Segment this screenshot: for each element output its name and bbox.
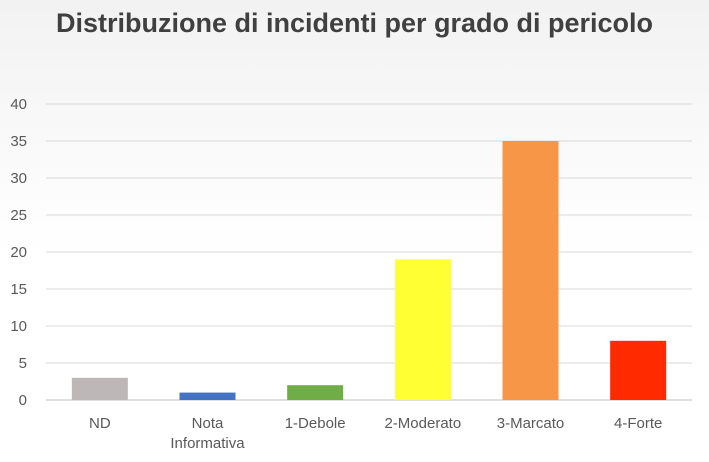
bar-nota-informativa <box>179 392 236 400</box>
x-axis-tick-labels: ND Nota Informativa 1-Debole 2-Moderato 3-Mar… <box>89 415 662 452</box>
y-tick-label: 0 <box>19 392 27 409</box>
bar-2-moderato <box>394 259 451 400</box>
x-tick-label: 4-Forte <box>614 415 662 432</box>
x-tick-label: ND <box>89 415 111 432</box>
x-tick-label: 3-Marcato <box>497 415 565 432</box>
bar-4-forte <box>610 340 667 400</box>
y-tick-label: 5 <box>19 355 27 372</box>
y-tick-label: 25 <box>10 207 27 224</box>
x-tick-label: Nota Informativa <box>170 415 245 452</box>
y-tick-label: 40 <box>10 96 27 113</box>
x-tick-label: 1-Debole <box>285 415 346 432</box>
x-tick-label: 2-Moderato <box>384 415 461 432</box>
gridlines <box>46 103 692 401</box>
y-tick-label: 30 <box>10 170 27 187</box>
y-tick-label: 20 <box>10 244 27 261</box>
bar-nd <box>71 377 128 400</box>
bar-3-marcato <box>502 141 559 400</box>
y-tick-label: 35 <box>10 133 27 150</box>
y-axis-tick-labels: 0 5 10 15 20 25 30 35 40 <box>10 96 27 409</box>
bars <box>71 141 667 400</box>
y-tick-label: 15 <box>10 281 27 298</box>
bar-1-debole <box>287 385 344 400</box>
chart-title: Distribuzione di incidenti per grado di … <box>55 8 654 38</box>
y-tick-label: 10 <box>10 318 27 335</box>
